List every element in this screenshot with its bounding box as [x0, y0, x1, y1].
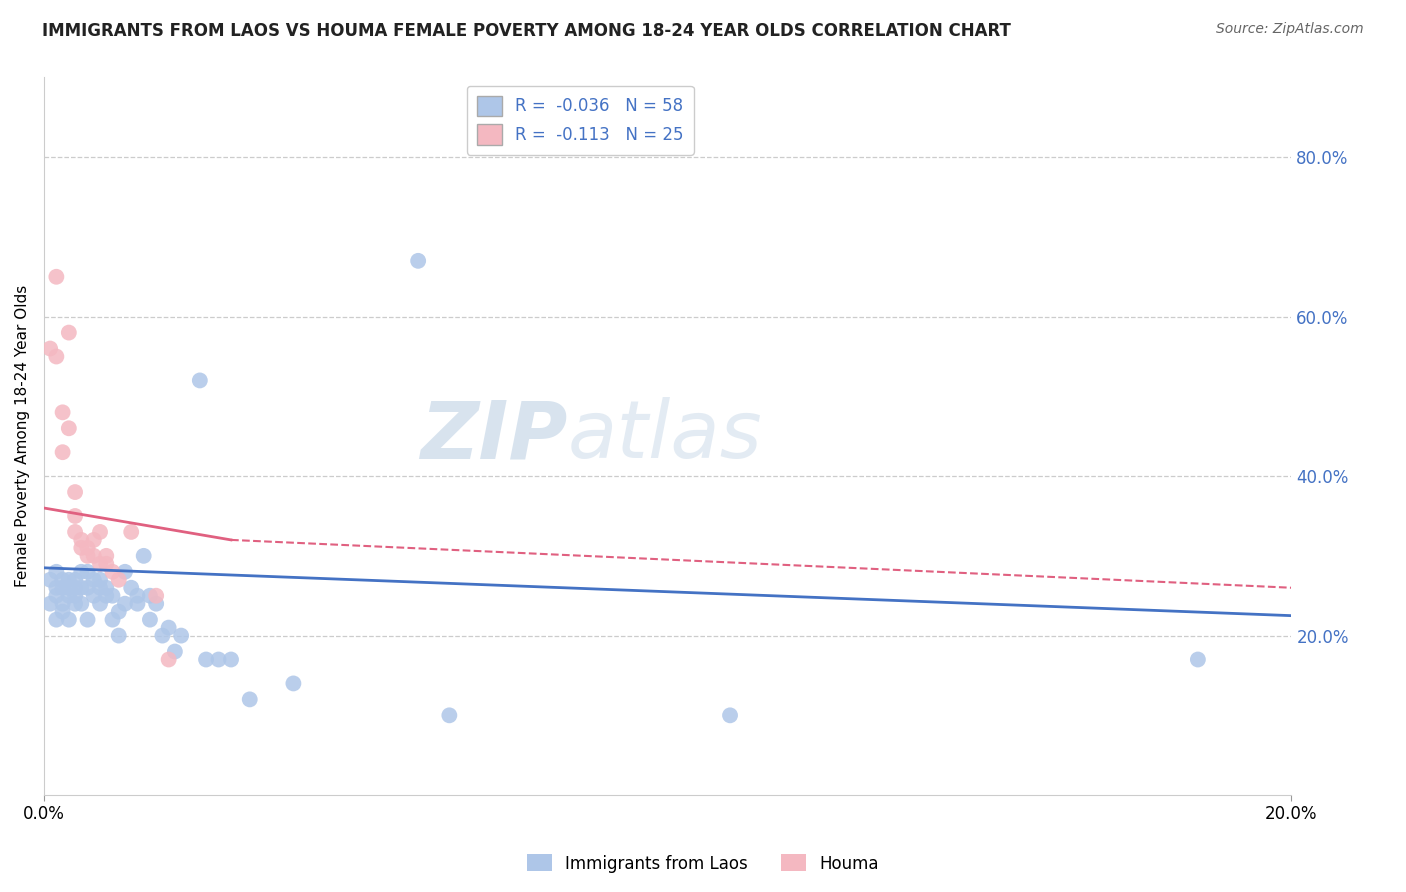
Point [139, 613, 162, 627]
Point [63, 485, 86, 500]
Text: IMMIGRANTS FROM LAOS VS HOUMA FEMALE POVERTY AMONG 18-24 YEAR OLDS CORRELATION C: IMMIGRANTS FROM LAOS VS HOUMA FEMALE POV… [42, 22, 1011, 40]
Point [170, 629, 193, 643]
Point [718, 708, 741, 723]
Point [96, 549, 118, 563]
Point [114, 565, 136, 579]
Point [101, 613, 124, 627]
Point [219, 652, 242, 666]
Point [52, 581, 75, 595]
Text: atlas: atlas [568, 397, 762, 475]
Point [127, 589, 149, 603]
Point [63, 589, 86, 603]
Point [70, 565, 93, 579]
Legend: R =  -0.036   N = 58, R =  -0.113   N = 25: R = -0.036 N = 58, R = -0.113 N = 25 [467, 86, 693, 155]
Point [195, 652, 218, 666]
Point [157, 652, 180, 666]
Point [58, 421, 80, 435]
Point [52, 597, 75, 611]
Point [45, 565, 67, 579]
Point [76, 549, 98, 563]
Point [89, 524, 111, 539]
Point [45, 581, 67, 595]
Text: ZIP: ZIP [420, 397, 568, 475]
Point [101, 565, 124, 579]
Point [39, 573, 62, 587]
Point [63, 573, 86, 587]
Point [63, 524, 86, 539]
Point [58, 573, 80, 587]
Point [70, 541, 93, 555]
Point [132, 549, 155, 563]
Point [70, 533, 93, 547]
Point [52, 445, 75, 459]
Point [152, 629, 174, 643]
Point [145, 597, 167, 611]
Point [39, 597, 62, 611]
Point [120, 524, 142, 539]
Point [52, 405, 75, 419]
Point [163, 644, 186, 658]
Point [89, 581, 111, 595]
Point [39, 342, 62, 356]
Point [89, 573, 111, 587]
Point [96, 581, 118, 595]
Point [107, 605, 129, 619]
Text: Source: ZipAtlas.com: Source: ZipAtlas.com [1216, 22, 1364, 37]
Legend: Immigrants from Laos, Houma: Immigrants from Laos, Houma [520, 847, 886, 880]
Point [63, 508, 86, 523]
Point [58, 613, 80, 627]
Point [45, 613, 67, 627]
Point [52, 573, 75, 587]
Point [83, 573, 105, 587]
Point [96, 557, 118, 571]
Point [120, 581, 142, 595]
Point [52, 605, 75, 619]
Point [45, 589, 67, 603]
Point [45, 269, 67, 284]
Point [101, 589, 124, 603]
Point [188, 373, 211, 387]
Point [96, 589, 118, 603]
Point [107, 573, 129, 587]
Point [239, 692, 262, 706]
Point [127, 597, 149, 611]
Point [58, 326, 80, 340]
Point [114, 597, 136, 611]
Point [83, 589, 105, 603]
Point [83, 533, 105, 547]
Point [70, 581, 93, 595]
Point [145, 589, 167, 603]
Point [439, 708, 461, 723]
Point [1187, 652, 1209, 666]
Point [63, 597, 86, 611]
Point [89, 557, 111, 571]
Point [406, 253, 429, 268]
Point [58, 581, 80, 595]
Point [83, 549, 105, 563]
Point [76, 541, 98, 555]
Point [139, 589, 162, 603]
Y-axis label: Female Poverty Among 18-24 Year Olds: Female Poverty Among 18-24 Year Olds [15, 285, 30, 587]
Point [76, 581, 98, 595]
Point [107, 629, 129, 643]
Point [45, 350, 67, 364]
Point [76, 613, 98, 627]
Point [58, 589, 80, 603]
Point [157, 621, 180, 635]
Point [70, 597, 93, 611]
Point [283, 676, 305, 690]
Point [207, 652, 229, 666]
Point [89, 597, 111, 611]
Point [76, 565, 98, 579]
Point [63, 581, 86, 595]
